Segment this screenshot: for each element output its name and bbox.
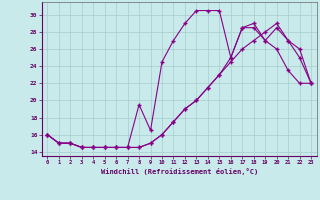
X-axis label: Windchill (Refroidissement éolien,°C): Windchill (Refroidissement éolien,°C) [100, 168, 258, 175]
